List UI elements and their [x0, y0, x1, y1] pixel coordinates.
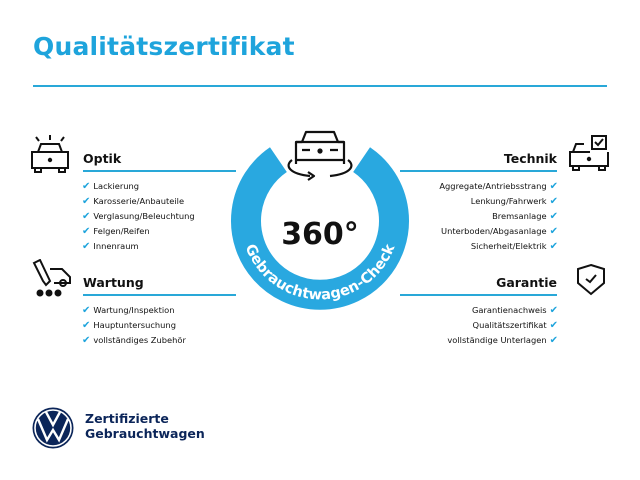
optik-list: ✔ Lackierung ✔ Karosserie/Anbauteile ✔ Verg… — [82, 179, 195, 254]
brand-text: Zertifizierte Gebrauchtwagen — [85, 411, 205, 441]
list-item: ✔ Lackierung — [82, 179, 195, 194]
list-item: Lenkung/Fahrwerk ✔ — [439, 194, 558, 209]
list-item: ✔ Felgen/Reifen — [82, 224, 195, 239]
check-icon: ✔ — [549, 335, 558, 346]
check-icon: ✔ — [549, 181, 558, 192]
item-label: Wartung/Inspektion — [93, 305, 175, 315]
item-label: Lenkung/Fahrwerk — [470, 196, 547, 206]
item-label: Bremsanlage — [492, 211, 547, 221]
item-label: vollständige Unterlagen — [447, 335, 547, 345]
item-label: Unterboden/Abgasanlage — [441, 226, 547, 236]
list-item: Bremsanlage ✔ — [439, 209, 558, 224]
check-icon: ✔ — [549, 320, 558, 331]
item-label: Lackierung — [93, 181, 140, 191]
item-label: Sicherheit/Elektrik — [470, 241, 547, 251]
check-icon: ✔ — [82, 196, 91, 207]
check-icon: ✔ — [549, 211, 558, 222]
brand-line2: Gebrauchtwagen — [85, 426, 205, 441]
list-item: ✔ Karosserie/Anbauteile — [82, 194, 195, 209]
list-item: vollständige Unterlagen ✔ — [447, 333, 558, 348]
title-divider — [33, 85, 607, 87]
brand-line1: Zertifizierte — [85, 411, 169, 426]
item-label: Garantienachweis — [471, 305, 547, 315]
check-icon: ✔ — [82, 320, 91, 331]
ring-arc — [231, 147, 409, 310]
check-icon: ✔ — [549, 196, 558, 207]
check-icon: ✔ — [82, 241, 91, 252]
list-item: ✔ Hauptuntersuchung — [82, 318, 186, 333]
wartung-list: ✔ Wartung/Inspektion ✔ Hauptuntersuchung ✔… — [82, 303, 186, 348]
360-label: 360° — [281, 217, 359, 252]
list-item: Garantienachweis ✔ — [447, 303, 558, 318]
item-label: vollständiges Zubehör — [93, 335, 186, 345]
car-checkbox-icon — [569, 135, 609, 171]
list-item: Qualitätszertifikat ✔ — [447, 318, 558, 333]
optik-divider — [83, 170, 236, 172]
item-label: Felgen/Reifen — [93, 226, 150, 236]
item-label: Karosserie/Anbauteile — [93, 196, 185, 206]
item-label: Innenraum — [93, 241, 139, 251]
technik-list: Aggregate/Antriebsstrang ✔ Lenkung/Fahrwe… — [439, 179, 558, 254]
list-item: Sicherheit/Elektrik ✔ — [439, 239, 558, 254]
check-icon: ✔ — [549, 241, 558, 252]
shield-check-icon — [577, 263, 605, 296]
list-item: Unterboden/Abgasanlage ✔ — [439, 224, 558, 239]
rotating-car-icon — [287, 130, 353, 181]
check-icon: ✔ — [549, 305, 558, 316]
optik-heading: Optik — [83, 151, 122, 166]
360-check-badge: Gebrauchtwagen-Check 360° — [231, 130, 409, 310]
vw-logo-icon — [32, 407, 74, 449]
item-label: Hauptuntersuchung — [93, 320, 176, 330]
wartung-divider — [83, 294, 236, 296]
list-item: Aggregate/Antriebsstrang ✔ — [439, 179, 558, 194]
item-label: Qualitätszertifikat — [472, 320, 547, 330]
check-icon: ✔ — [549, 226, 558, 237]
item-label: Aggregate/Antriebsstrang — [439, 181, 547, 191]
wartung-heading: Wartung — [83, 275, 144, 290]
list-item: ✔ Innenraum — [82, 239, 195, 254]
check-icon: ✔ — [82, 335, 91, 346]
list-item: ✔ Verglasung/Beleuchtung — [82, 209, 195, 224]
page-title: Qualitätszertifikat — [33, 32, 295, 61]
garantie-divider — [400, 294, 557, 296]
garantie-list: Garantienachweis ✔ Qualitätszertifikat ✔ v… — [447, 303, 558, 348]
technik-heading: Technik — [503, 151, 557, 166]
check-icon: ✔ — [82, 305, 91, 316]
check-icon: ✔ — [82, 211, 91, 222]
technik-divider — [400, 170, 557, 172]
check-icon: ✔ — [82, 226, 91, 237]
car-lights-icon — [31, 135, 69, 173]
garantie-heading: Garantie — [496, 275, 557, 290]
maintenance-car-icon — [32, 259, 71, 297]
list-item: ✔ vollständiges Zubehör — [82, 333, 186, 348]
item-label: Verglasung/Beleuchtung — [93, 211, 195, 221]
list-item: ✔ Wartung/Inspektion — [82, 303, 186, 318]
check-icon: ✔ — [82, 181, 91, 192]
